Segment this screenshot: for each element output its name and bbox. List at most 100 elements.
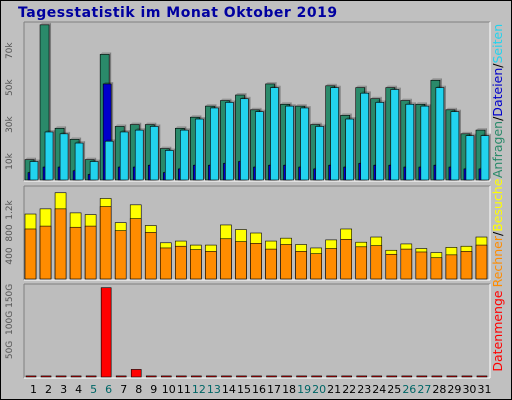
bar-seiten: [270, 87, 279, 181]
day-label: 1: [30, 383, 37, 396]
day-label: 18: [282, 383, 296, 396]
y-tick-label: 50k: [5, 79, 15, 96]
bar-seiten-side: [38, 159, 40, 180]
bar-anfragen-top: [70, 137, 82, 140]
bar-seiten-side: [473, 133, 476, 180]
bar-seiten: [29, 161, 39, 181]
bar-seiten-top: [360, 91, 371, 94]
legend-top-entry: /: [490, 116, 505, 121]
bar-datenmenge: [206, 375, 217, 378]
bar-seiten: [180, 129, 189, 181]
bar-anfragen-top: [310, 122, 322, 125]
bar-anfragen-top: [235, 93, 247, 96]
y-tick-label: 50G: [5, 341, 15, 359]
day-label: 31: [477, 383, 491, 396]
bar-seiten: [195, 118, 204, 181]
bar-anfragen-top: [115, 124, 127, 127]
day-label: 8: [135, 383, 142, 396]
bar-seiten-side: [443, 85, 446, 180]
bar-anfragen-top: [385, 85, 397, 88]
bar-seiten: [390, 89, 400, 181]
bar-seiten-side: [188, 128, 191, 180]
bar-datenmenge: [476, 375, 488, 378]
bar-rechner: [144, 232, 157, 280]
bar-seiten: [255, 111, 264, 181]
bar-datenmenge: [401, 375, 413, 378]
bar-seiten-side: [158, 124, 161, 180]
bar-anfragen-top: [40, 22, 52, 25]
bar-rechner: [114, 230, 127, 280]
bar-seiten-side: [428, 104, 431, 180]
day-label: 25: [387, 383, 401, 396]
bar-rechner: [385, 253, 398, 280]
bar-seiten: [315, 126, 324, 181]
bar-datenmenge: [266, 375, 277, 378]
bar-seiten-top: [150, 124, 161, 127]
bar-seiten-side: [248, 96, 251, 180]
bar-seiten-top: [45, 129, 56, 132]
bar-anfragen-top: [340, 113, 352, 116]
day-label: 29: [447, 383, 461, 396]
bar-anfragen-top: [445, 107, 457, 110]
legend-bottom: Datenmenge: [490, 290, 505, 372]
bar-seiten: [450, 111, 460, 181]
bar-datenmenge: [296, 375, 307, 378]
day-label: 7: [120, 383, 127, 396]
bar-datenmenge: [130, 369, 142, 378]
bar-seiten: [104, 140, 114, 181]
bar-rechner: [430, 257, 443, 280]
bar-seiten-top: [120, 129, 131, 132]
bar-datenmenge: [341, 375, 352, 378]
bar-rechner: [84, 225, 97, 280]
y-tick-label: 800: [5, 224, 15, 241]
day-label: 19: [297, 383, 311, 396]
bar-seiten-side: [83, 141, 86, 180]
day-label: 28: [432, 383, 446, 396]
bar-seiten-top: [315, 124, 326, 127]
bar-rechner: [99, 206, 112, 280]
bar-seiten: [480, 135, 490, 181]
y-tick-label: 1.2k: [5, 199, 15, 219]
bar-rechner: [295, 251, 307, 280]
bar-seiten-top: [330, 85, 341, 88]
bar-datenmenge: [386, 375, 398, 378]
bar-seiten: [210, 107, 219, 181]
bar-seiten-side: [203, 117, 206, 180]
bar-seiten-side: [278, 85, 281, 180]
bar-seiten: [375, 102, 385, 181]
bar-seiten-top: [105, 139, 116, 142]
day-label: 20: [312, 383, 326, 396]
bar-seiten-top: [480, 133, 491, 136]
bar-seiten-side: [53, 129, 56, 180]
legend-bottom-entry: Datenmenge: [490, 290, 505, 372]
bar-rechner: [475, 244, 488, 280]
bar-rechner: [280, 244, 292, 280]
bar-seiten-side: [353, 117, 356, 180]
bar-seiten-side: [398, 87, 401, 180]
bar-seiten-top: [75, 141, 86, 144]
bar-anfragen-top: [85, 157, 97, 160]
day-label: 11: [177, 383, 191, 396]
day-label: 24: [372, 383, 386, 396]
bar-seiten: [74, 142, 84, 181]
day-label: 10: [162, 383, 176, 396]
bar-seiten-side: [113, 139, 116, 180]
bar-rechner: [370, 245, 383, 280]
day-label: 21: [327, 383, 341, 396]
bar-seiten: [44, 131, 54, 181]
bar-rechner: [325, 248, 337, 280]
bar-seiten: [465, 135, 475, 181]
bar-anfragen-top: [25, 157, 36, 160]
bar-rechner: [220, 238, 232, 280]
bar-anfragen-top: [205, 104, 217, 107]
bar-seiten-top: [450, 109, 461, 112]
day-label: 15: [237, 383, 251, 396]
bar-seiten: [285, 105, 294, 181]
day-label: 13: [207, 383, 221, 396]
bar-rechner: [175, 245, 187, 280]
bar-seiten-top: [225, 100, 236, 103]
bar-datenmenge: [371, 375, 383, 378]
day-label: 2: [45, 383, 52, 396]
bar-rechner: [235, 241, 247, 280]
bar-seiten: [59, 133, 69, 181]
